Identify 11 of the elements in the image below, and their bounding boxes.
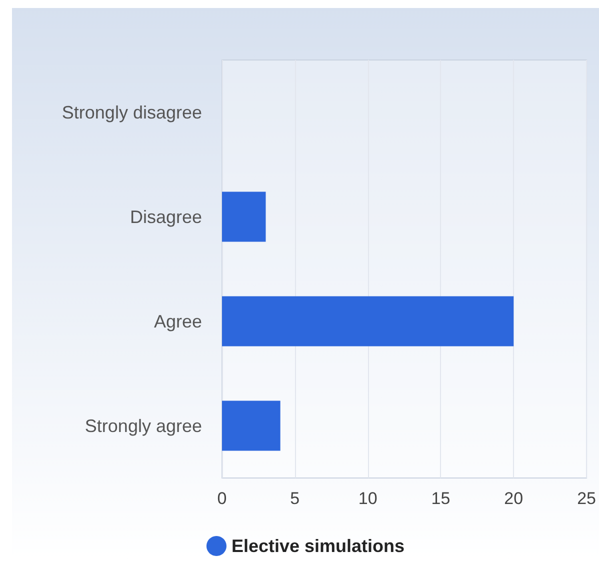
y-tick-label: Disagree: [130, 206, 202, 227]
x-tick-label: 20: [504, 489, 524, 508]
x-tick-label: 10: [358, 489, 378, 508]
y-tick-label: Strongly agree: [84, 416, 202, 436]
x-tick-label: 5: [290, 489, 300, 508]
x-tick-label: 0: [217, 489, 227, 508]
legend-label: Elective simulations: [231, 536, 405, 556]
y-tick-label: Agree: [154, 311, 202, 332]
x-tick-label: 25: [577, 489, 596, 508]
y-tick-label: Strongly disagree: [62, 102, 202, 122]
x-tick-label: 15: [431, 489, 450, 508]
